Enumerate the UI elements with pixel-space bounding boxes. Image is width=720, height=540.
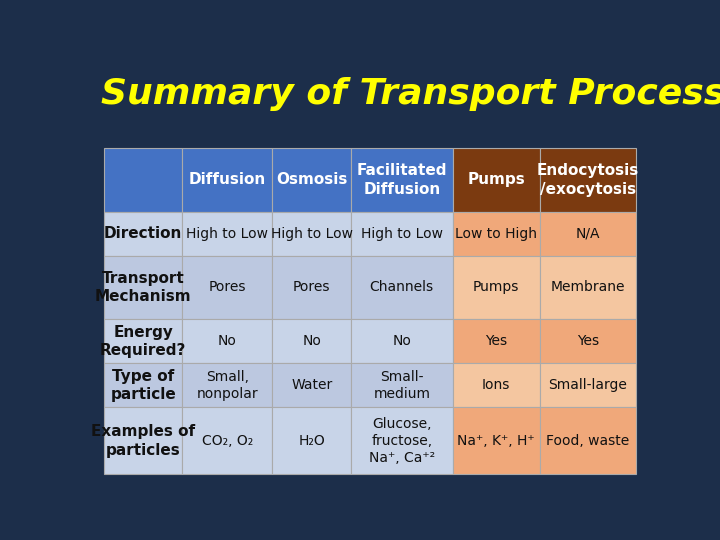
Bar bbox=[272, 148, 351, 212]
Text: Direction: Direction bbox=[104, 226, 182, 241]
Text: Pumps: Pumps bbox=[467, 172, 525, 187]
Bar bbox=[351, 212, 453, 255]
Bar bbox=[540, 212, 636, 255]
Bar bbox=[104, 408, 182, 474]
Bar bbox=[272, 363, 351, 408]
Bar bbox=[351, 148, 453, 212]
Bar bbox=[453, 319, 540, 363]
Bar bbox=[182, 319, 272, 363]
Text: Summary of Transport Processes: Summary of Transport Processes bbox=[101, 77, 720, 111]
Bar bbox=[182, 212, 272, 255]
Text: Yes: Yes bbox=[577, 334, 599, 348]
Text: No: No bbox=[218, 334, 237, 348]
Bar bbox=[104, 319, 182, 363]
Bar bbox=[182, 255, 272, 319]
Text: Energy
Required?: Energy Required? bbox=[100, 325, 186, 358]
Text: Yes: Yes bbox=[485, 334, 508, 348]
Text: High to Low: High to Low bbox=[186, 227, 269, 241]
Text: Channels: Channels bbox=[370, 280, 434, 294]
Text: High to Low: High to Low bbox=[271, 227, 353, 241]
Bar bbox=[351, 255, 453, 319]
Text: Facilitated
Diffusion: Facilitated Diffusion bbox=[356, 163, 447, 197]
Text: CO₂, O₂: CO₂, O₂ bbox=[202, 434, 253, 448]
Text: N/A: N/A bbox=[575, 227, 600, 241]
Text: High to Low: High to Low bbox=[361, 227, 443, 241]
Text: Small-large: Small-large bbox=[549, 379, 627, 393]
Bar bbox=[540, 319, 636, 363]
Bar bbox=[182, 363, 272, 408]
Bar bbox=[351, 319, 453, 363]
Text: Small-
medium: Small- medium bbox=[373, 370, 431, 401]
Text: Diffusion: Diffusion bbox=[189, 172, 266, 187]
Bar bbox=[104, 212, 182, 255]
Bar bbox=[540, 408, 636, 474]
Text: Membrane: Membrane bbox=[551, 280, 625, 294]
Bar bbox=[351, 363, 453, 408]
Text: Water: Water bbox=[291, 379, 333, 393]
Text: Ions: Ions bbox=[482, 379, 510, 393]
Bar bbox=[104, 363, 182, 408]
Bar bbox=[272, 255, 351, 319]
Bar bbox=[453, 148, 540, 212]
Text: Type of
particle: Type of particle bbox=[110, 369, 176, 402]
Text: Pores: Pores bbox=[293, 280, 330, 294]
Bar bbox=[104, 148, 182, 212]
Bar bbox=[453, 408, 540, 474]
Bar bbox=[540, 148, 636, 212]
Bar bbox=[351, 408, 453, 474]
Bar bbox=[453, 363, 540, 408]
Bar bbox=[540, 363, 636, 408]
Text: Glucose,
fructose,
Na⁺, Ca⁺²: Glucose, fructose, Na⁺, Ca⁺² bbox=[369, 416, 435, 465]
Bar bbox=[182, 148, 272, 212]
Text: Food, waste: Food, waste bbox=[546, 434, 629, 448]
Text: Endocytosis
/exocytosis: Endocytosis /exocytosis bbox=[536, 163, 639, 197]
Text: Transport
Mechanism: Transport Mechanism bbox=[95, 271, 192, 305]
Text: Pumps: Pumps bbox=[473, 280, 519, 294]
Text: Low to High: Low to High bbox=[455, 227, 537, 241]
Text: Osmosis: Osmosis bbox=[276, 172, 348, 187]
Bar bbox=[453, 212, 540, 255]
Text: No: No bbox=[302, 334, 321, 348]
Text: Examples of
particles: Examples of particles bbox=[91, 424, 195, 458]
Bar bbox=[453, 255, 540, 319]
Text: Na⁺, K⁺, H⁺: Na⁺, K⁺, H⁺ bbox=[457, 434, 535, 448]
Bar bbox=[272, 319, 351, 363]
Text: Small,
nonpolar: Small, nonpolar bbox=[197, 370, 258, 401]
Bar bbox=[272, 408, 351, 474]
Bar bbox=[104, 255, 182, 319]
Bar bbox=[272, 212, 351, 255]
Bar bbox=[540, 255, 636, 319]
Text: H₂O: H₂O bbox=[298, 434, 325, 448]
Text: Pores: Pores bbox=[209, 280, 246, 294]
Bar bbox=[182, 408, 272, 474]
Text: No: No bbox=[392, 334, 411, 348]
